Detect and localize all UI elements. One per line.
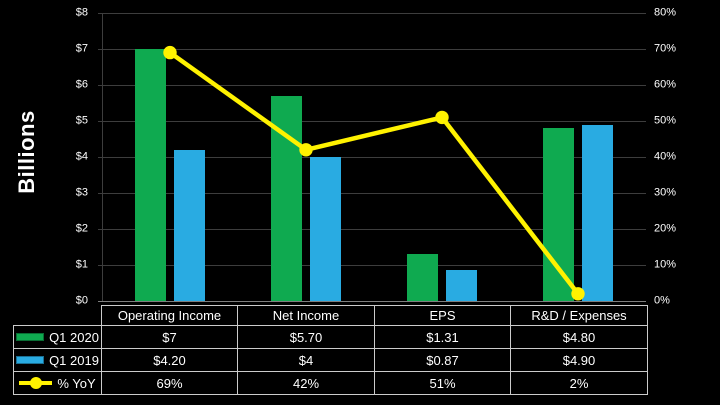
legend-swatch-q1-2020 bbox=[16, 333, 45, 341]
legend-swatch-q1-2019 bbox=[16, 356, 45, 364]
left-axis-tick-label: $5 bbox=[75, 114, 88, 127]
bar-q1-2019-r-d-expenses bbox=[582, 124, 613, 301]
right-axis-tick-label: 60% bbox=[654, 78, 677, 91]
right-axis-tick-label: 20% bbox=[654, 222, 677, 235]
right-axis-tick-label: 50% bbox=[654, 114, 677, 127]
category-net-income bbox=[238, 13, 374, 301]
bar-q1-2020-eps bbox=[407, 253, 438, 301]
left-axis-tick-label: $7 bbox=[75, 42, 88, 55]
baseline bbox=[98, 301, 646, 302]
legend-line-key bbox=[19, 377, 53, 389]
table-row-q1-2020: Q1 2020 $7 $5.70 $1.31 $4.80 bbox=[13, 325, 648, 349]
legend-key-wrap: Q1 2020 bbox=[15, 329, 101, 345]
category-operating-income bbox=[102, 13, 238, 301]
legend-q1-2019: Q1 2019 bbox=[13, 348, 102, 372]
left-axis-tick-label: $2 bbox=[75, 222, 88, 235]
legend-label-q1-2020: Q1 2020 bbox=[49, 329, 99, 345]
bar-q1-2019-operating-income bbox=[174, 149, 205, 301]
table-corner-blank bbox=[14, 306, 102, 326]
legend-key-wrap: Q1 2019 bbox=[15, 352, 101, 368]
cell-yoy-net-income: 42% bbox=[237, 371, 375, 395]
legend-q1-2020: Q1 2020 bbox=[13, 325, 102, 349]
cell-yoy-r-d-expenses: 2% bbox=[510, 371, 648, 395]
category-eps bbox=[374, 13, 510, 301]
cell-q1-2019-net-income: $4 bbox=[237, 348, 375, 372]
bar-q1-2019-net-income bbox=[310, 157, 341, 301]
left-axis-line bbox=[102, 13, 103, 301]
legend-key-wrap: % YoY bbox=[15, 375, 101, 391]
left-axis-tick-label: $1 bbox=[75, 258, 88, 271]
table-header-row: Operating Income Net Income EPS R&D / Expen… bbox=[14, 305, 648, 326]
gridline bbox=[98, 13, 646, 14]
data-table: Operating Income Net Income EPS R&D / Expen… bbox=[13, 305, 648, 395]
legend-label-yoy: % YoY bbox=[57, 375, 96, 391]
y-axis-title: Billions bbox=[14, 110, 39, 194]
bar-q1-2020-operating-income bbox=[135, 49, 166, 301]
legend-yoy: % YoY bbox=[13, 371, 102, 395]
bar-q1-2020-net-income bbox=[271, 95, 302, 301]
left-axis-tick-label: $3 bbox=[75, 186, 88, 199]
col-header-net-income: Net Income bbox=[237, 305, 375, 326]
cell-q1-2019-operating-income: $4.20 bbox=[101, 348, 238, 372]
cell-q1-2020-r-d-expenses: $4.80 bbox=[510, 325, 648, 349]
table-row-yoy: % YoY 69% 42% 51% 2% bbox=[13, 371, 648, 395]
cell-q1-2020-eps: $1.31 bbox=[374, 325, 511, 349]
cell-yoy-operating-income: 69% bbox=[101, 371, 238, 395]
legend-line-dot bbox=[30, 377, 43, 389]
right-axis-tick-label: 80% bbox=[654, 6, 677, 19]
left-axis-tick-label: $8 bbox=[75, 6, 88, 19]
cell-q1-2020-operating-income: $7 bbox=[101, 325, 238, 349]
bar-q1-2020-r-d-expenses bbox=[543, 128, 574, 301]
legend-label-q1-2019: Q1 2019 bbox=[49, 352, 99, 368]
right-axis-tick-label: 70% bbox=[654, 42, 677, 55]
cell-yoy-eps: 51% bbox=[374, 371, 511, 395]
col-header-r-d-expenses: R&D / Expenses bbox=[510, 305, 648, 326]
right-axis-tick-label: 40% bbox=[654, 150, 677, 163]
gridline bbox=[98, 49, 646, 50]
left-axis-tick-label: $4 bbox=[75, 150, 88, 163]
left-axis-tick-label: $0 bbox=[75, 294, 88, 307]
category-r-d-expenses bbox=[510, 13, 646, 301]
cell-q1-2020-net-income: $5.70 bbox=[237, 325, 375, 349]
cell-q1-2019-r-d-expenses: $4.90 bbox=[510, 348, 648, 372]
col-header-eps: EPS bbox=[374, 305, 511, 326]
bar-q1-2019-eps bbox=[446, 269, 477, 301]
table-row-q1-2019: Q1 2019 $4.20 $4 $0.87 $4.90 bbox=[13, 348, 648, 372]
right-axis-tick-label: 10% bbox=[654, 258, 677, 271]
right-axis-tick-label: 30% bbox=[654, 186, 677, 199]
col-header-operating-income: Operating Income bbox=[101, 305, 238, 326]
left-axis-tick-label: $6 bbox=[75, 78, 88, 91]
cell-q1-2019-eps: $0.87 bbox=[374, 348, 511, 372]
right-axis-tick-label: 0% bbox=[654, 294, 670, 307]
plot-area bbox=[102, 13, 646, 301]
